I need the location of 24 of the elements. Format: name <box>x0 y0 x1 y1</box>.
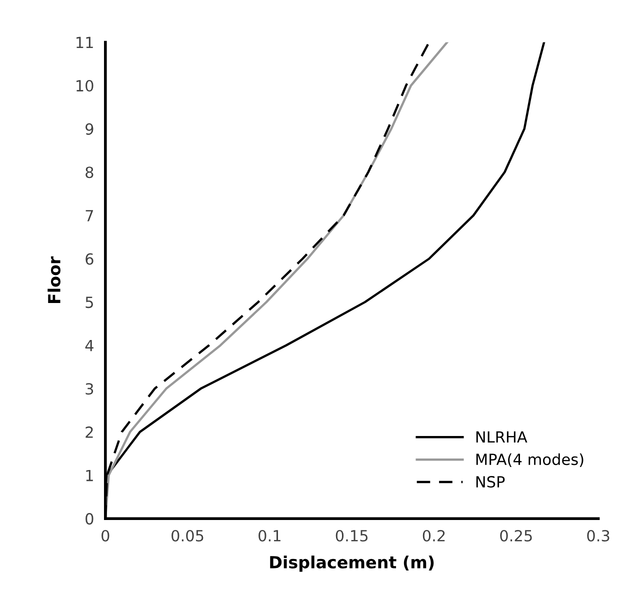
legend-label: NSP <box>476 476 505 488</box>
x-tick-label: 0.15 <box>336 530 368 542</box>
y-tick-label: 4 <box>85 340 94 352</box>
y-tick-label: 9 <box>86 123 94 135</box>
y-tick-label: 10 <box>76 80 94 92</box>
y-tick-label: 1 <box>86 470 93 482</box>
y-tick-label: 11 <box>76 36 93 48</box>
y-axis-title: Floor <box>48 256 61 303</box>
y-tick-label: 5 <box>86 296 93 308</box>
y-tick-label: 2 <box>86 426 93 438</box>
legend-label: NLRHA <box>476 431 528 443</box>
y-tick-label: 6 <box>86 253 94 265</box>
y-tick-label: 3 <box>86 383 94 395</box>
x-tick-label: 0.1 <box>258 530 280 542</box>
y-tick-label: 8 <box>86 166 94 178</box>
y-tick-label: 7 <box>86 210 93 222</box>
x-tick-label: 0.25 <box>500 530 532 542</box>
x-tick-label: 0.05 <box>172 530 204 542</box>
legend-label: MPA(4 modes) <box>476 453 584 467</box>
x-axis-title: Displacement (m) <box>270 556 434 572</box>
x-tick-label: 0.3 <box>587 530 610 542</box>
y-tick-label: 0 <box>86 513 94 525</box>
x-tick-label: 0.2 <box>422 530 445 542</box>
x-tick-label: 0 <box>102 530 110 542</box>
